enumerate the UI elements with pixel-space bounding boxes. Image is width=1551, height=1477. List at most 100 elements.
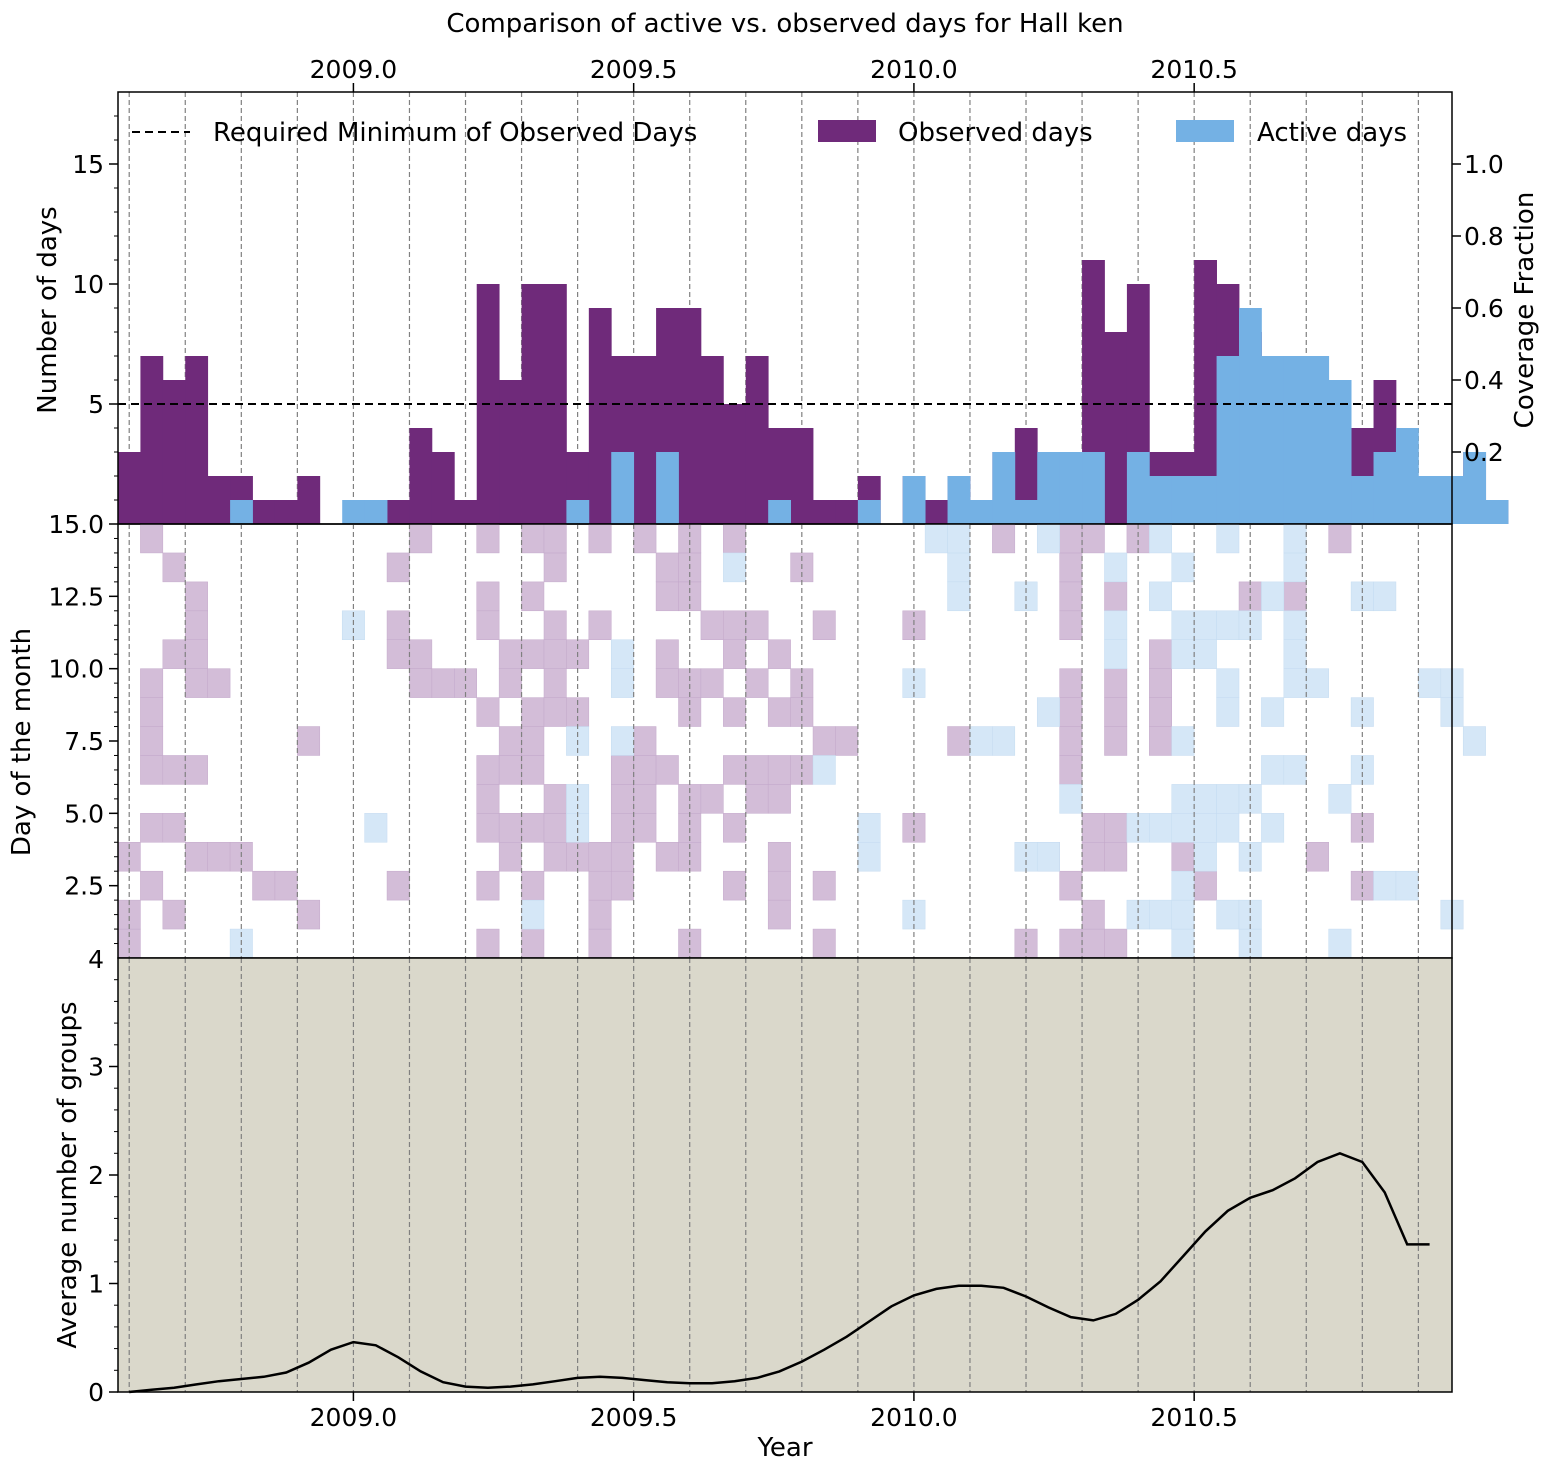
observed-day-cell [633, 784, 657, 814]
observed-day-cell [1149, 639, 1172, 669]
active-bar [611, 452, 635, 524]
observed-day-cell [521, 523, 545, 554]
observed-day-cell [162, 899, 186, 930]
observed-day-cell [812, 870, 836, 901]
middle-y-tick-label: 12.5 [48, 582, 104, 611]
bottom-y-tick-label: 2 [88, 1161, 104, 1190]
observed-day-cell [723, 697, 747, 727]
observed-bar [700, 356, 724, 524]
middle-y-tick-label: 7.5 [64, 727, 104, 756]
observed-day-cell [700, 668, 724, 698]
active-day-cell [1373, 870, 1397, 901]
legend-observed-swatch [818, 120, 876, 142]
observed-bar [252, 500, 276, 524]
observed-day-cell [274, 870, 298, 901]
active-day-cell [1261, 813, 1285, 843]
active-day-cell [947, 581, 971, 612]
observed-day-cell [723, 610, 747, 640]
observed-day-cell [476, 784, 500, 814]
active-day-cell [1171, 784, 1195, 814]
observed-day-cell [1081, 899, 1105, 930]
active-day-cell [1193, 639, 1217, 669]
observed-day-cell [1059, 870, 1083, 901]
observed-day-cell [521, 726, 545, 756]
active-day-cell [1283, 639, 1307, 669]
observed-day-cell [521, 639, 545, 669]
observed-day-cell [1081, 523, 1105, 554]
legend-active-swatch [1176, 120, 1234, 142]
observed-day-cell [543, 697, 567, 727]
observed-bar [297, 476, 321, 524]
observed-bar [499, 380, 522, 524]
bottom-x-tick-label: 2010.5 [1150, 1403, 1237, 1432]
active-day-cell [1216, 813, 1240, 843]
observed-bar [454, 500, 478, 524]
observed-day-cell [1059, 697, 1083, 727]
observed-bar [118, 452, 141, 524]
observed-day-cell [543, 639, 567, 669]
active-day-cell [1216, 784, 1240, 814]
observed-day-cell [610, 842, 634, 872]
active-day-cell [521, 899, 545, 930]
observed-day-cell [476, 610, 500, 640]
active-day-cell [1059, 784, 1083, 814]
active-day-cell [924, 523, 948, 554]
observed-day-cell [1104, 842, 1128, 872]
top-panel: 5 10 15 0.2 0.4 0.6 0.8 1.0 2009.0 2009.5 2010.0… [33, 55, 1540, 525]
observed-day-cell [140, 813, 164, 843]
observed-day-cell [162, 639, 186, 669]
observed-day-cell [745, 668, 769, 698]
observed-day-cell [185, 610, 208, 640]
middle-y-tick-label: 10.0 [48, 655, 104, 684]
active-day-cell [1261, 697, 1285, 727]
active-day-cell [1306, 668, 1329, 698]
legend-label-active: Active days [1257, 118, 1407, 148]
active-bar [342, 500, 366, 524]
observed-day-cell [767, 870, 791, 901]
observed-bar [431, 452, 455, 524]
active-bar [1373, 452, 1397, 524]
active-day-cell [1216, 668, 1240, 698]
active-day-cell [1261, 755, 1285, 785]
observed-day-cell [1104, 726, 1128, 756]
observed-day-cell [1059, 755, 1083, 785]
top-right-y-tick-label: 1.0 [1464, 150, 1504, 179]
active-bar [1059, 452, 1083, 524]
bottom-month-lines [128, 958, 1419, 1392]
observed-day-cell [1193, 870, 1217, 901]
chart-title: Comparison of active vs. observed days f… [446, 9, 1123, 39]
observed-day-cell [1149, 697, 1172, 727]
observed-bar [1194, 260, 1217, 524]
active-bar [1328, 380, 1352, 524]
observed-day-cell [185, 842, 208, 872]
bottom-x-tick-label: 2009.0 [310, 1403, 397, 1432]
observed-day-cell [1104, 668, 1128, 698]
bottom-panel: 0 1 2 3 2009.0 2009.5 2010.0 2010.5 Average nu… [53, 957, 1453, 1463]
active-bar [656, 452, 679, 524]
observed-day-cells [117, 523, 1374, 959]
top-x-ticks: 2009.0 2009.5 2010.0 2010.5 [310, 55, 1238, 92]
observed-day-cell [745, 755, 769, 785]
observed-day-cell [633, 523, 657, 554]
active-day-cell [1104, 639, 1128, 669]
observed-day-cell [812, 928, 836, 959]
bottom-x-tick-label: 2009.5 [590, 1403, 677, 1432]
active-day-cell [1171, 870, 1195, 901]
top-right-y-tick-label: 0.8 [1464, 222, 1504, 251]
observed-day-cell [1059, 928, 1083, 959]
observed-day-cell [633, 726, 657, 756]
observed-day-cell [610, 813, 634, 843]
active-bar [1418, 476, 1442, 524]
observed-day-cell [386, 639, 410, 669]
observed-day-cell [767, 842, 791, 872]
top-y-tick-label: 10 [72, 270, 104, 299]
observed-day-cell [1149, 726, 1172, 756]
active-bar [1306, 356, 1330, 524]
bottom-x-tick-label: 2010.0 [870, 1403, 957, 1432]
active-day-cell [1104, 552, 1128, 583]
active-day-cell [857, 813, 881, 843]
observed-day-cell [992, 523, 1016, 554]
active-day-cell [1171, 726, 1195, 756]
observed-day-cell [1059, 726, 1083, 756]
active-bar [992, 452, 1016, 524]
